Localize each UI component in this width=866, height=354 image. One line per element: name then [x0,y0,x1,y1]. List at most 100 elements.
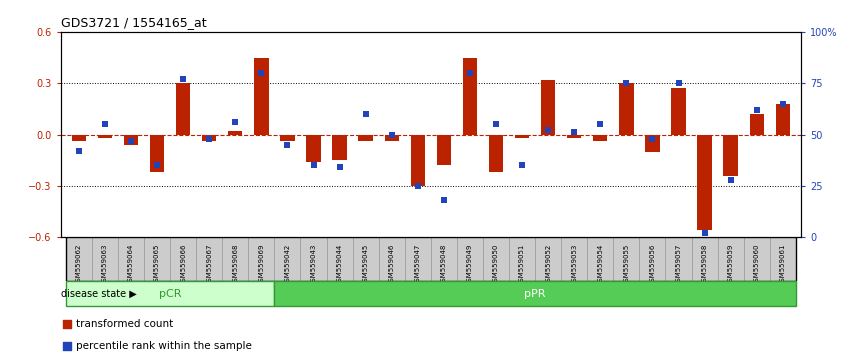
Bar [281,135,294,141]
Bar [619,83,634,135]
Bar [378,237,404,281]
Text: GSM559055: GSM559055 [624,244,630,286]
Point [645,136,659,142]
Text: GSM559053: GSM559053 [572,244,578,286]
Bar [750,114,764,135]
Point [437,198,451,203]
Text: GSM559043: GSM559043 [311,244,316,286]
Bar [776,104,790,135]
Text: GSM559068: GSM559068 [232,244,238,286]
Text: GSM559069: GSM559069 [258,244,264,286]
Text: percentile rank within the sample: percentile rank within the sample [76,341,252,350]
Point [98,121,112,127]
Bar [197,237,223,281]
Bar [202,135,216,141]
Bar [692,237,718,281]
Bar [352,237,378,281]
Text: GSM559050: GSM559050 [493,244,499,286]
Text: GSM559067: GSM559067 [206,244,212,286]
Text: GSM559047: GSM559047 [415,244,421,286]
Bar [410,135,425,186]
Text: disease state ▶: disease state ▶ [61,289,137,299]
Bar [92,237,118,281]
Text: pPR: pPR [525,289,546,299]
Bar [567,135,581,138]
Point [61,321,74,327]
Text: GSM559051: GSM559051 [519,244,525,286]
Point [333,165,346,170]
Bar [301,237,326,281]
Bar [150,135,165,172]
Text: GSM559049: GSM559049 [467,244,473,286]
Text: GSM559063: GSM559063 [102,244,108,286]
Bar [124,135,139,145]
Text: GSM559059: GSM559059 [727,244,734,286]
Point [176,76,190,82]
Bar [457,237,483,281]
Bar [255,57,268,135]
Bar [333,135,346,160]
Point [593,121,607,127]
Bar [587,237,613,281]
Bar [665,237,692,281]
Point [307,162,320,168]
Bar [66,237,92,281]
Text: GSM559065: GSM559065 [154,244,160,286]
Bar [404,237,430,281]
Bar [275,237,301,281]
Bar [170,237,197,281]
Point [724,177,738,183]
Bar [541,80,555,135]
Text: GSM559054: GSM559054 [598,244,604,286]
Point [359,111,372,117]
Bar [431,237,457,281]
Text: GSM559042: GSM559042 [284,244,290,286]
Text: GSM559052: GSM559052 [546,244,551,286]
Bar [723,135,738,176]
Bar [228,131,242,135]
Text: GSM559061: GSM559061 [779,244,785,286]
Bar [72,135,86,141]
Text: GSM559044: GSM559044 [337,244,343,286]
Bar [176,83,191,135]
Bar [645,135,660,152]
Bar [671,88,686,135]
Bar [535,237,561,281]
Point [619,80,633,86]
Text: GSM559064: GSM559064 [128,244,134,286]
Bar [613,237,639,281]
Bar [561,237,587,281]
Point [72,148,86,154]
Text: GSM559058: GSM559058 [701,244,708,286]
Point [750,107,764,113]
Text: GDS3721 / 1554165_at: GDS3721 / 1554165_at [61,16,206,29]
Bar [326,237,352,281]
Point [489,121,503,127]
Text: pCR: pCR [158,289,181,299]
Point [410,183,424,189]
Bar [144,237,170,281]
Point [203,136,216,142]
Point [541,127,555,133]
Point [281,142,294,148]
Bar [509,237,535,281]
Bar [359,135,373,141]
Text: GSM559045: GSM559045 [363,244,369,286]
Bar [436,135,451,165]
Text: GSM559046: GSM559046 [389,244,395,286]
Point [672,80,686,86]
Bar [639,237,665,281]
Bar [697,135,712,230]
Bar [462,57,477,135]
Bar [385,135,399,141]
Point [124,138,138,143]
Bar [515,135,529,138]
Point [229,119,242,125]
Text: GSM559057: GSM559057 [675,244,682,286]
Bar [275,281,796,306]
Point [61,343,74,348]
Text: GSM559066: GSM559066 [180,244,186,286]
Bar [593,135,607,141]
Bar [770,237,796,281]
Point [150,162,164,168]
